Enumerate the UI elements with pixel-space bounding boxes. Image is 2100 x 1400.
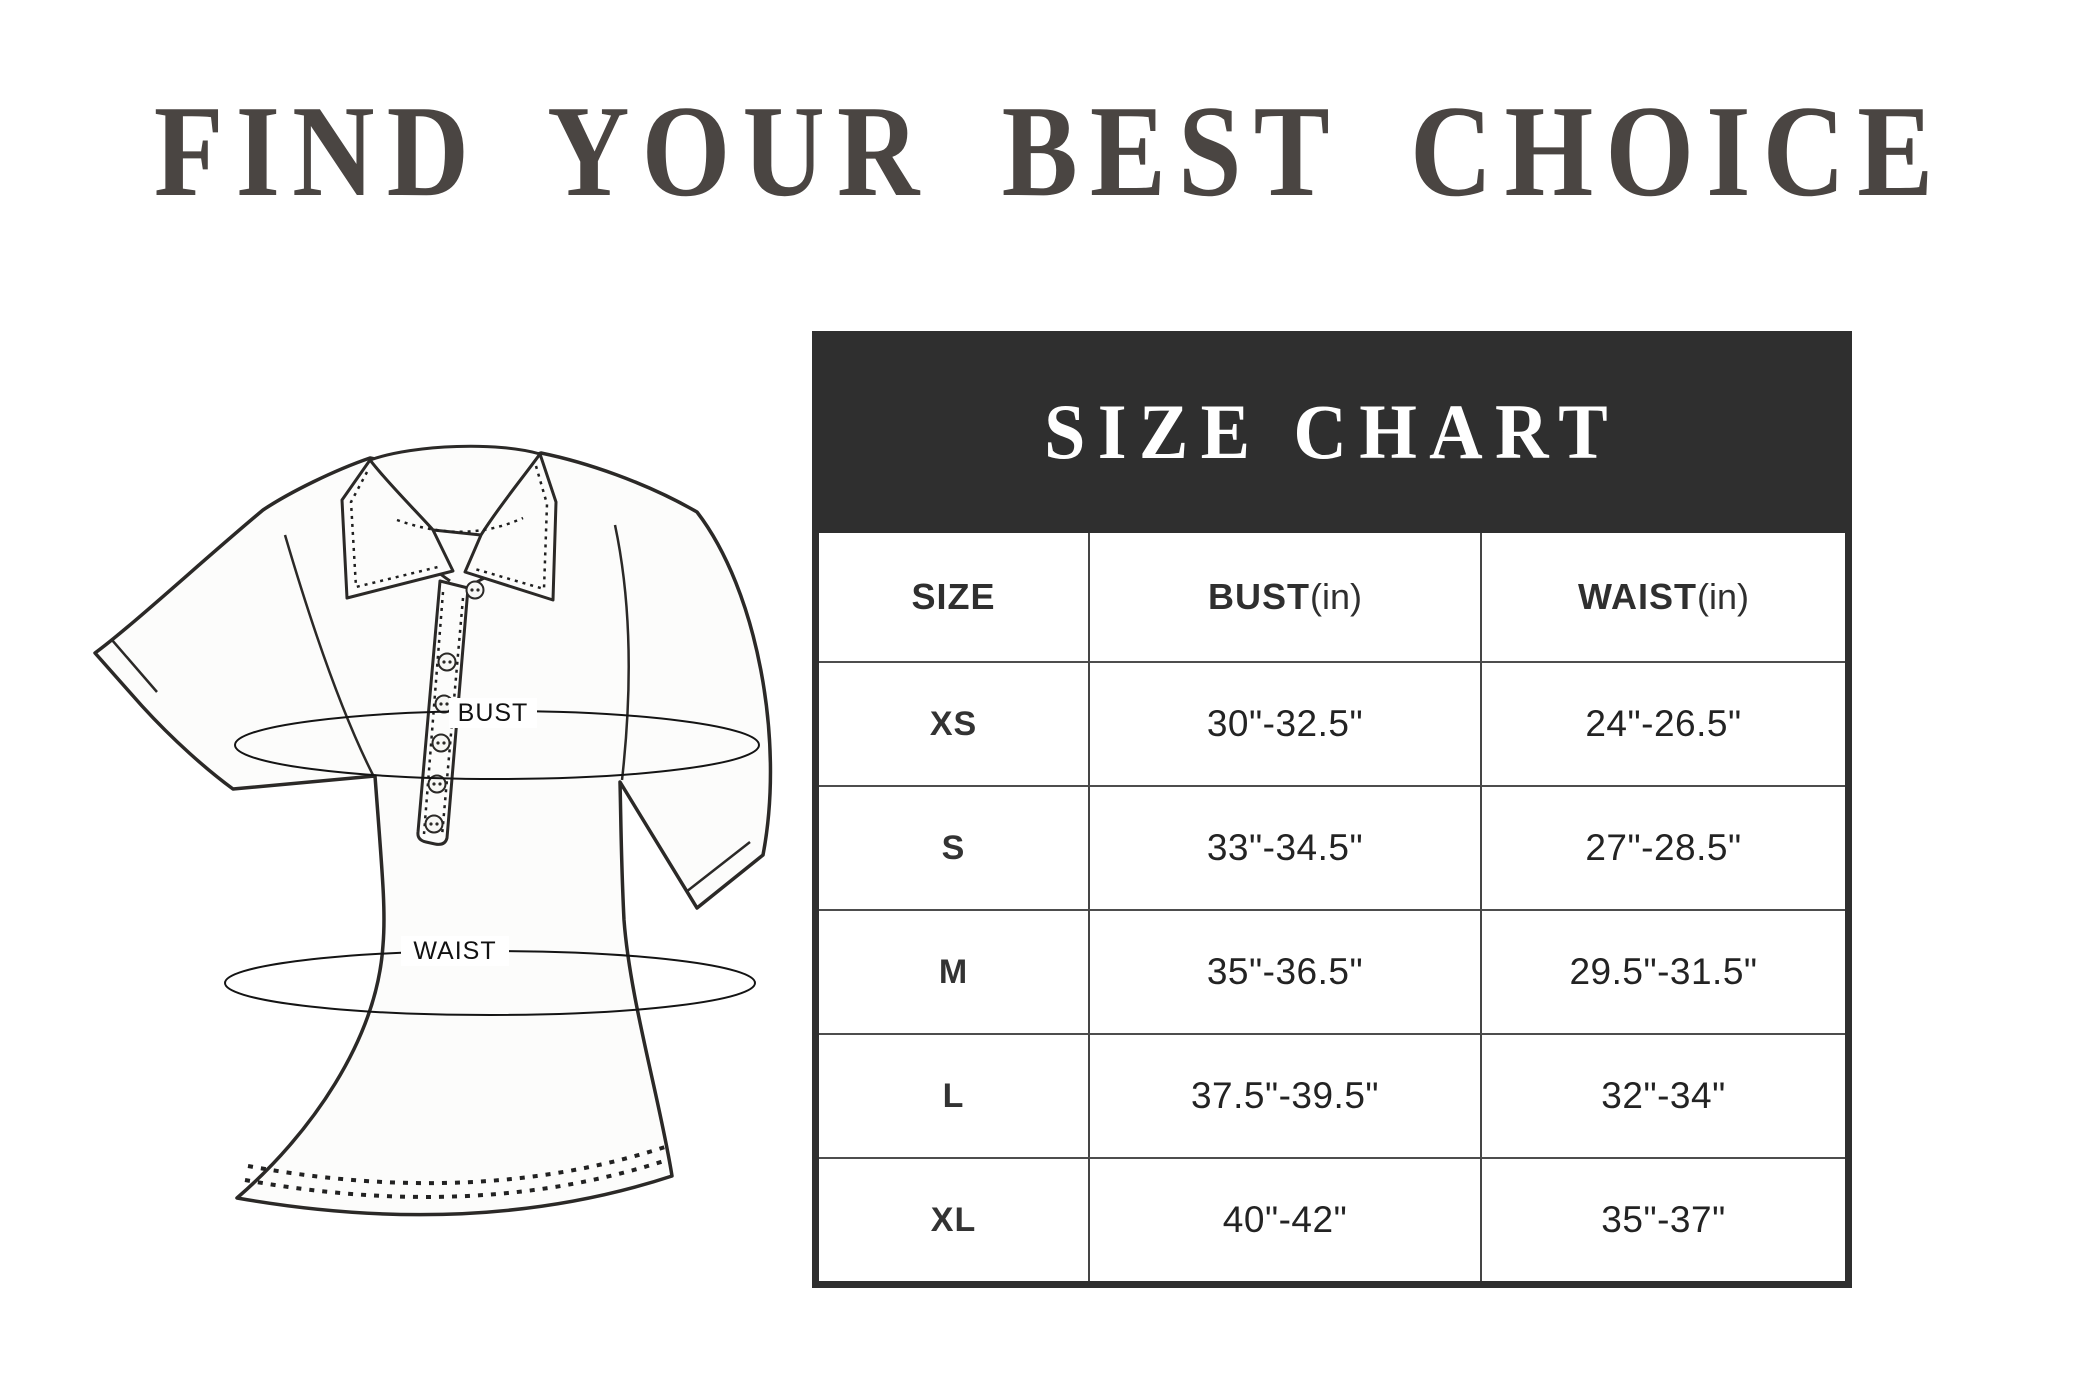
row-m-waist: 29.5"-31.5": [1480, 909, 1845, 1033]
polo-shirt-drawing: BUST WAIST: [93, 444, 773, 1217]
column-header-size-label: SIZE: [911, 576, 996, 617]
right-armhole-seam: [613, 524, 630, 781]
row-xs-waist: 24"-26.5": [1480, 661, 1845, 785]
row-xl-bust: 40"-42": [1088, 1157, 1480, 1281]
row-xs-bust: 30"-32.5": [1088, 661, 1480, 785]
right-cuff-seam: [685, 841, 751, 893]
row-m-size: M: [819, 909, 1088, 1033]
waist-label: WAIST: [413, 937, 496, 965]
button: [424, 814, 444, 834]
hem-stitch-line: [244, 1158, 668, 1199]
page-title: FIND YOUR BEST CHOICE: [0, 76, 2100, 227]
row-s-size: S: [819, 785, 1088, 909]
button: [465, 580, 485, 600]
button: [431, 733, 451, 753]
row-m-bust: 35"-36.5": [1088, 909, 1480, 1033]
button: [437, 652, 457, 672]
row-s-waist: 27"-28.5": [1480, 785, 1845, 909]
column-header-size: SIZE: [819, 533, 1088, 661]
waist-label-bg: [401, 936, 509, 966]
neckline-stitch: [396, 516, 524, 533]
column-header-waist-label: WAIST: [1578, 576, 1697, 617]
column-header-bust: BUST (in): [1088, 533, 1480, 661]
size-chart-title: SIZE CHART: [1044, 388, 1620, 475]
column-header-bust-label: BUST: [1208, 576, 1310, 617]
collar-left-flap: [340, 458, 455, 600]
collar-right-flap: [463, 452, 558, 602]
row-s-bust: 33"-34.5": [1088, 785, 1480, 909]
button: [427, 774, 447, 794]
column-header-bust-unit: (in): [1310, 576, 1362, 617]
row-xl-waist: 35"-37": [1480, 1157, 1845, 1281]
column-header-waist: WAIST (in): [1480, 533, 1845, 661]
row-xs-size: XS: [819, 661, 1088, 785]
size-chart-table: SIZE BUST (in) WAIST (in) XS 30"-32.5" 24"…: [812, 533, 1852, 1288]
collar-stitch-right: [474, 465, 549, 591]
size-chart-header: SIZE CHART: [812, 331, 1852, 533]
size-chart: SIZE CHART SIZE BUST (in) WAIST (in) XS 30…: [812, 331, 1852, 1288]
page-title-text: FIND YOUR BEST CHOICE: [154, 79, 1946, 224]
collar: [340, 444, 558, 602]
row-xl-size: XL: [819, 1157, 1088, 1281]
buttons: [424, 580, 485, 834]
placket-stitch-left: [422, 591, 445, 835]
left-cuff-seam: [111, 639, 158, 693]
left-armhole-seam: [283, 534, 375, 776]
bust-label-bg: [449, 698, 537, 728]
shirt-illustration: BUST WAIST: [85, 440, 775, 1240]
measure-labels: BUST WAIST: [401, 698, 537, 966]
collar-stitch-left: [349, 471, 443, 589]
row-l-waist: 32"-34": [1480, 1033, 1845, 1157]
bust-label: BUST: [458, 699, 529, 727]
row-l-size: L: [819, 1033, 1088, 1157]
row-l-bust: 37.5"-39.5": [1088, 1033, 1480, 1157]
hem-stitch-line: [247, 1145, 666, 1186]
column-header-waist-unit: (in): [1697, 576, 1749, 617]
